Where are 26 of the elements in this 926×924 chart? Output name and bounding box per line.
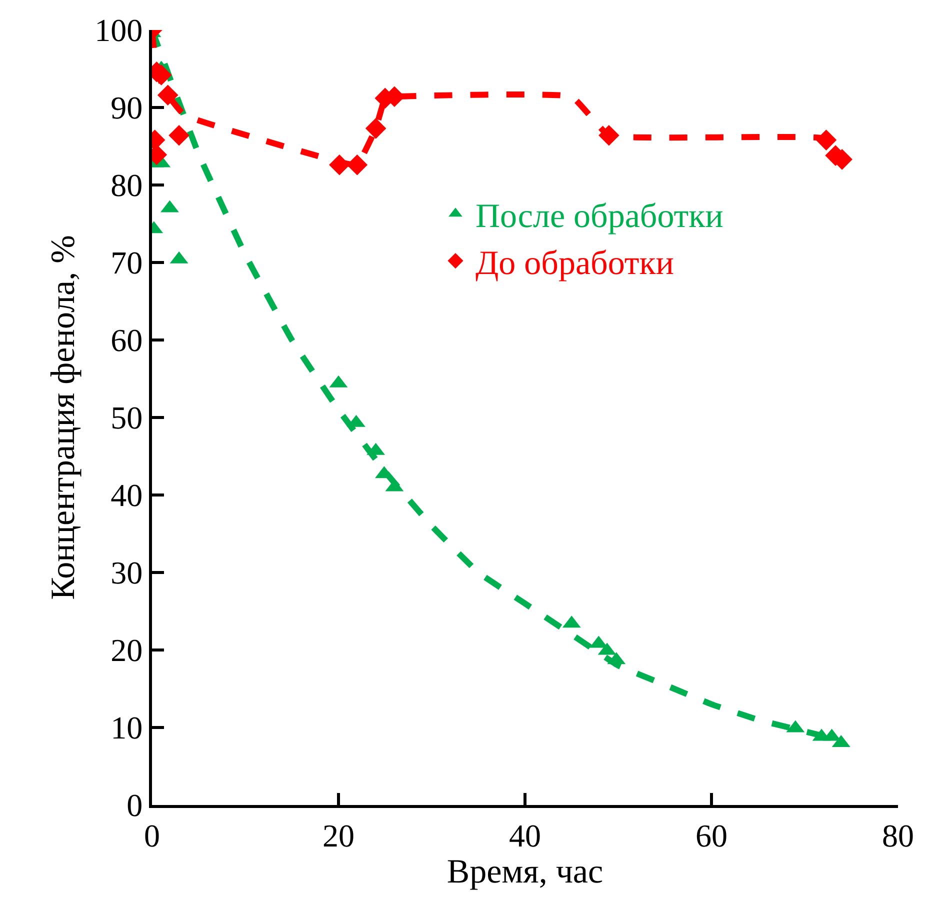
y-tick-label: 40 xyxy=(110,477,143,514)
y-tick-label: 100 xyxy=(94,12,143,48)
y-tick-label: 70 xyxy=(110,244,143,281)
point xyxy=(598,125,620,146)
y-tick-label: 50 xyxy=(110,400,143,436)
x-tick-label: 60 xyxy=(696,817,728,854)
point xyxy=(168,125,190,146)
point xyxy=(157,84,178,106)
x-axis-title: Время, час xyxy=(446,853,604,890)
y-tick-label: 0 xyxy=(126,787,143,824)
y-tick-label: 60 xyxy=(110,322,143,358)
y-axis-title: Концентрация фенола, % xyxy=(45,235,82,600)
y-tick-label: 80 xyxy=(110,167,143,204)
y-tick-label: 20 xyxy=(110,632,143,668)
y-tick-label: 10 xyxy=(110,710,143,746)
legend-label: После обработки xyxy=(475,198,724,235)
point xyxy=(329,154,350,176)
point xyxy=(365,118,386,139)
y-tick-label: 30 xyxy=(110,554,143,591)
x-tick-label: 40 xyxy=(509,817,541,854)
point xyxy=(346,154,368,176)
x-tick-label: 20 xyxy=(322,817,354,854)
legend-label: До обработки xyxy=(475,245,674,282)
y-tick-label: 90 xyxy=(110,90,143,126)
x-tick-label: 80 xyxy=(882,817,914,854)
point xyxy=(816,130,837,150)
